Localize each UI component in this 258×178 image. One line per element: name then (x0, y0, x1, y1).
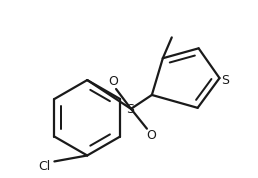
Text: S: S (221, 74, 229, 87)
Text: O: O (108, 75, 118, 88)
Text: O: O (146, 129, 156, 142)
Text: S: S (126, 103, 134, 116)
Text: Cl: Cl (38, 160, 51, 173)
